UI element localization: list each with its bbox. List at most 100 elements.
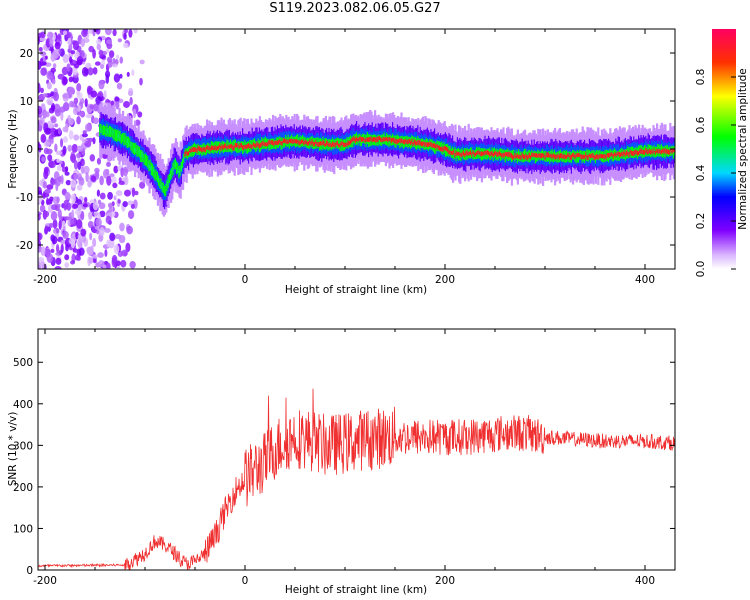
spectrogram-cell: [115, 101, 120, 110]
spectrogram-cell: [107, 128, 110, 133]
spectrogram-cell: [73, 97, 79, 105]
spectrogram-cell: [112, 182, 118, 189]
spectrogram-cell: [501, 153, 504, 158]
spectrogram-cell: [54, 41, 61, 50]
spectrogram-cell: [99, 175, 104, 186]
spectrogram-cell: [184, 151, 187, 157]
spectrogram-cell: [106, 239, 110, 248]
spectrogram-cell: [393, 137, 396, 143]
spectrogram-cell: [129, 96, 133, 106]
spectrogram-cell: [500, 152, 503, 157]
spectrogram-cell: [657, 149, 660, 154]
spectrogram-cell: [111, 211, 116, 217]
spectrogram-cell: [38, 260, 41, 269]
spectrogram-cell: [338, 143, 341, 148]
spectrogram-cell: [338, 138, 341, 149]
spectrogram-cell: [128, 87, 134, 97]
spectrogram-cell: [85, 113, 93, 119]
spectrogram-cell: [48, 160, 55, 168]
spectrogram-cell: [92, 237, 97, 248]
spectrogram-cell: [62, 53, 70, 63]
spectrogram-cell: [125, 242, 131, 253]
spectrogram-cell: [372, 136, 375, 142]
spectrogram-cell: [660, 150, 663, 155]
spectrogram-cell: [110, 100, 115, 106]
spectrogram-cell: [63, 216, 71, 221]
spectrogram-cell: [639, 149, 642, 155]
spectrogram-cell: [73, 160, 79, 170]
spectrogram-cell: [230, 144, 233, 149]
spectrogram-cell: [465, 151, 468, 156]
spectrogram-cell: [478, 150, 481, 155]
spectrogram-cell: [634, 150, 637, 156]
spectrogram-cell: [506, 152, 509, 157]
spectrogram-cell: [123, 32, 127, 40]
spectrogram-cell: [646, 149, 649, 155]
spectrogram-cell: [149, 165, 152, 170]
spectrogram-cell: [377, 136, 380, 142]
spectrogram-cell: [334, 142, 337, 148]
spectrogram-cell: [339, 143, 342, 148]
spectrogram-cell: [242, 145, 245, 151]
top-axis-ticks: -200 0 200 400 -20 -10 0 10 20: [16, 29, 675, 286]
spectrogram-cell: [142, 154, 145, 158]
spectrogram-cell: [518, 155, 521, 159]
spectrogram-cell: [133, 29, 138, 34]
spectrogram-cell: [651, 149, 654, 154]
spectrogram-cell: [76, 152, 81, 159]
spectrogram-cell: [614, 152, 617, 156]
spectrogram-cell: [671, 149, 674, 154]
spectrogram-cell: [324, 143, 327, 147]
spectrogram-cell: [593, 155, 596, 161]
spectrogram-cell: [603, 154, 606, 159]
spectrogram-cell: [363, 137, 366, 142]
spectrogram-cell: [412, 141, 415, 147]
spectrogram-cell: [81, 133, 88, 138]
spectrogram-cell: [521, 152, 524, 163]
spectrogram-cell: [479, 151, 482, 156]
bottom-y-axis-label: SNR (10 * v/v): [7, 412, 19, 487]
spectrogram-cell: [38, 213, 41, 221]
spectrogram-cell: [321, 141, 324, 146]
spectrogram-cell: [672, 146, 675, 159]
spectrogram-cell: [484, 150, 487, 156]
spectrogram-cell: [77, 220, 82, 227]
spectrogram-cell: [182, 158, 185, 169]
spectrogram-cell: [364, 138, 367, 143]
spectrogram-cell: [243, 145, 246, 150]
spectrogram-cell: [92, 137, 96, 145]
spectrogram-cell: [97, 260, 105, 268]
spectrogram-cell: [347, 140, 350, 146]
spectrogram-cell: [206, 145, 209, 150]
spectrogram-cell: [50, 211, 58, 221]
spectrogram-cell: [225, 143, 228, 149]
spectrogram-cell: [108, 50, 115, 59]
spectrogram-cell: [179, 170, 182, 175]
spectrogram-cell: [106, 262, 111, 269]
spectrogram-cell: [61, 66, 68, 76]
top-x-axis-label: Height of straight line (km): [285, 284, 427, 296]
spectrogram-cell: [90, 175, 97, 182]
spectrogram-cell: [370, 136, 373, 141]
spectrogram-cell: [304, 140, 307, 145]
spectrogram-cell: [543, 153, 546, 158]
spectrogram-cell: [473, 151, 476, 156]
spectrogram-cell: [369, 137, 372, 142]
spectrogram-cell: [135, 148, 138, 154]
spectrogram-cell: [93, 103, 99, 112]
spectrogram-cell: [316, 142, 319, 147]
spectrogram-cell: [213, 146, 216, 151]
spectrogram-cell: [149, 159, 152, 171]
spectrogram-cell: [198, 146, 201, 152]
spectrogram-cell: [358, 137, 361, 142]
spectrogram-cell: [183, 155, 186, 161]
spectrogram-cell: [669, 150, 672, 155]
spectrogram-cell: [190, 148, 193, 153]
spectrogram-cell: [210, 145, 213, 151]
spectrogram-cell: [294, 139, 297, 144]
spectrogram-cell: [105, 73, 110, 84]
spectrogram-cell: [453, 149, 456, 155]
colorbar-label: Normalized spectral amplitude: [737, 68, 749, 229]
spectrogram-cell: [672, 148, 675, 153]
spectrogram-cell: [52, 219, 58, 229]
